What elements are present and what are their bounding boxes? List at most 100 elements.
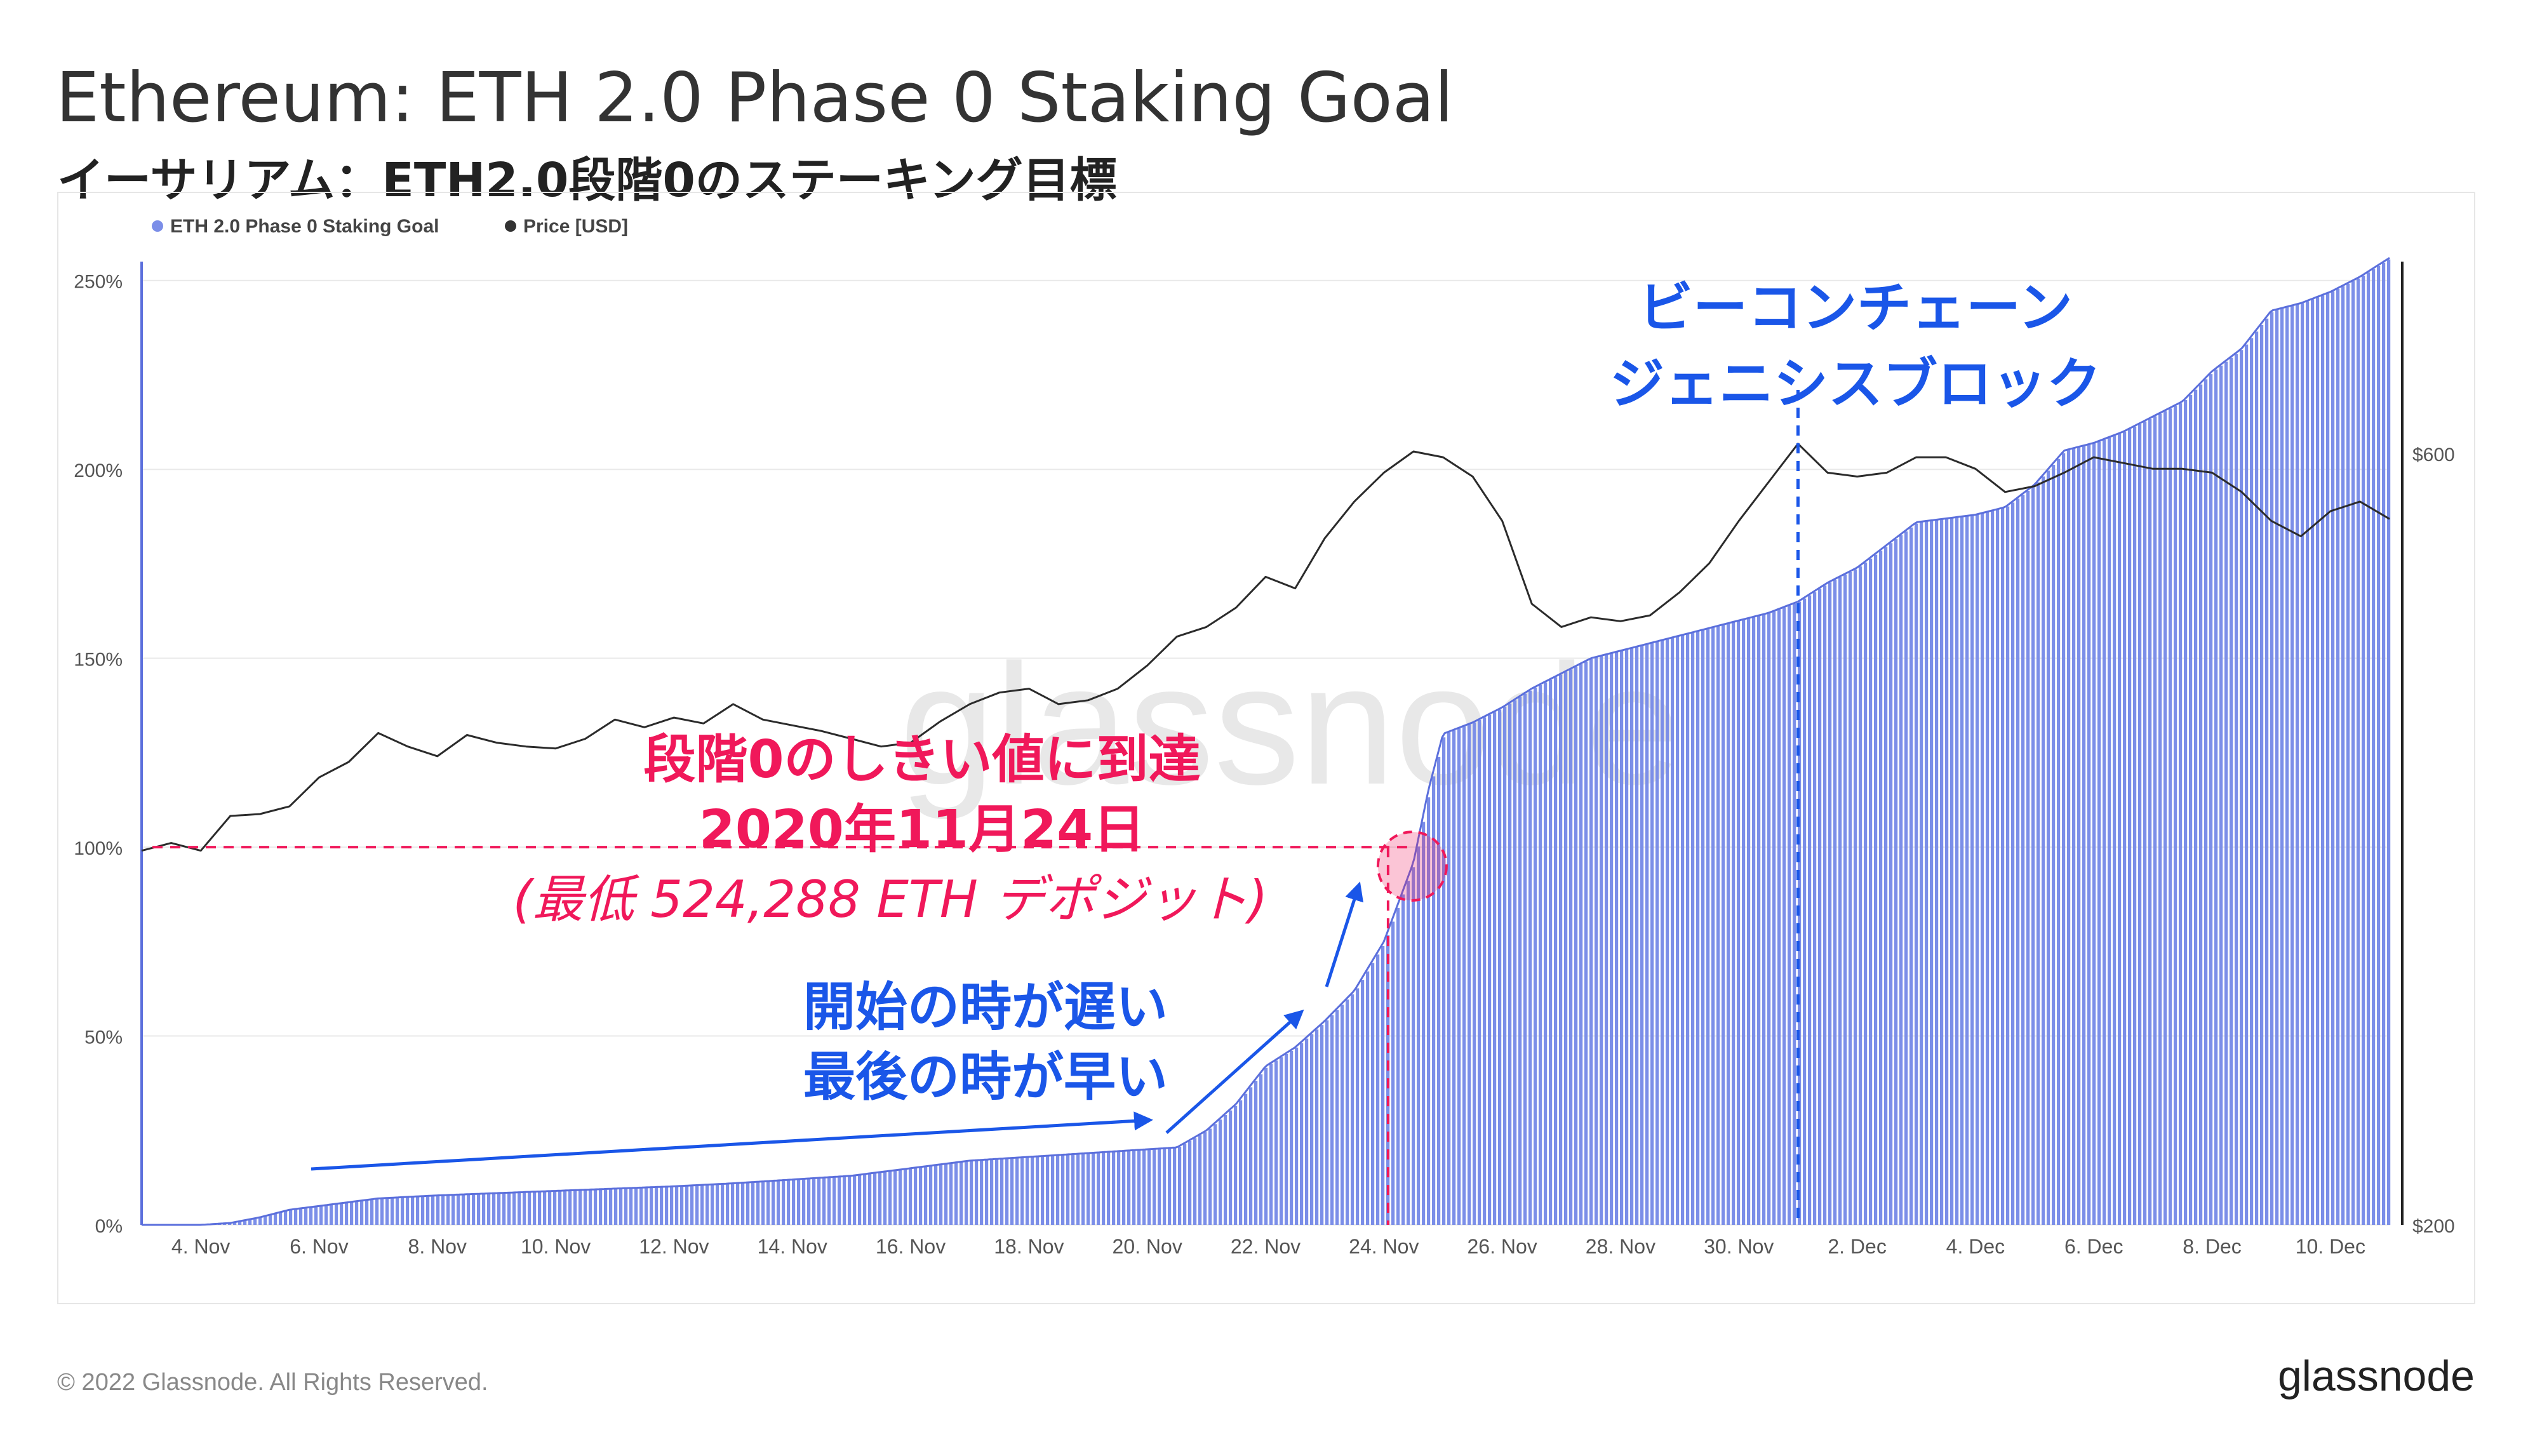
staking-goal-bar (375, 1198, 379, 1225)
staking-goal-bar (619, 1188, 623, 1225)
staking-goal-bar (1569, 669, 1573, 1225)
staking-goal-bar (2016, 498, 2020, 1225)
staking-goal-bar (269, 1215, 272, 1225)
staking-goal-bar (1193, 1138, 1197, 1225)
staking-goal-bar (1442, 737, 1446, 1225)
staking-goal-bar (1655, 641, 1659, 1225)
staking-goal-bar (1325, 1020, 1329, 1225)
staking-goal-bar (1574, 667, 1578, 1225)
staking-goal-bar (1422, 822, 1426, 1225)
staking-goal-bar (1097, 1152, 1100, 1225)
staking-goal-bar (1452, 730, 1456, 1225)
x-tick-label: 22. Nov (1231, 1235, 1301, 1258)
staking-goal-bar (518, 1192, 521, 1225)
staking-goal-bar (2148, 418, 2152, 1225)
staking-goal-bar (1930, 520, 1934, 1226)
staking-goal-bar (1401, 894, 1405, 1225)
staking-goal-bar (1645, 644, 1649, 1225)
staking-goal-bar (1976, 514, 1979, 1226)
staking-goal-bar (2072, 448, 2076, 1225)
staking-goal-bar (2245, 344, 2249, 1225)
staking-goal-bar (335, 1204, 338, 1225)
staking-goal-bar (487, 1193, 491, 1225)
staking-goal-bar (726, 1184, 730, 1225)
staking-goal-bar (2128, 429, 2132, 1225)
staking-goal-bar (614, 1188, 618, 1225)
staking-goal-bar (1894, 539, 1898, 1225)
staking-goal-bar (904, 1169, 907, 1225)
staking-goal-bar (411, 1196, 415, 1225)
staking-goal-bar (1737, 620, 1741, 1225)
staking-goal-bar (1539, 685, 1542, 1225)
staking-goal-bar (1432, 776, 1436, 1225)
staking-goal-bar (406, 1197, 410, 1225)
staking-goal-bar (965, 1161, 968, 1225)
staking-goal-bar (345, 1203, 349, 1225)
staking-goal-bar (848, 1176, 852, 1225)
staking-goal-bar (462, 1194, 465, 1225)
chart-panel: 0% 50% 100% 150% 200% 250% $200 $600 4. Nov 6. No… (57, 192, 2475, 1304)
staking-goal-bar (863, 1174, 867, 1225)
staking-goal-bar (264, 1216, 267, 1225)
staking-goal-bar (1081, 1153, 1085, 1225)
staking-goal-bar (1219, 1119, 1222, 1225)
staking-goal-bar (340, 1203, 344, 1225)
staking-goal-bar (655, 1187, 659, 1225)
staking-goal-bar (960, 1161, 963, 1225)
staking-goal-bar (939, 1165, 943, 1225)
staking-goal-bar (304, 1208, 308, 1225)
x-tick-label: 6. Dec (2064, 1235, 2123, 1258)
staking-goal-bar (1925, 521, 1929, 1226)
staking-goal-bar (680, 1186, 684, 1225)
staking-goal-bar (822, 1177, 826, 1225)
staking-goal-bar (492, 1193, 496, 1225)
staking-goal-bar (853, 1175, 857, 1225)
staking-goal-bar (746, 1182, 750, 1225)
staking-goal-bar (1351, 994, 1354, 1225)
pace-label-2: 最後の時が早い (803, 1047, 1168, 1107)
staking-goal-bar (1909, 527, 1913, 1225)
staking-goal-bar (436, 1195, 440, 1225)
staking-goal-bar (1600, 656, 1603, 1225)
staking-goal-bar (1015, 1158, 1019, 1225)
staking-goal-bar (1686, 634, 1690, 1225)
staking-goal-bar (1661, 640, 1664, 1225)
y-left-tick-label: 150% (74, 650, 123, 671)
staking-goal-bar (538, 1191, 542, 1225)
staking-goal-bar (1904, 531, 1908, 1226)
staking-goal-bar (1087, 1153, 1090, 1225)
staking-goal-bar (1315, 1029, 1319, 1225)
staking-goal-bar (1676, 636, 1680, 1225)
staking-goal-bar (1147, 1149, 1151, 1225)
staking-goal-bar (1183, 1144, 1187, 1225)
staking-goal-bar (1366, 971, 1370, 1225)
staking-goal-bar (1361, 980, 1365, 1225)
staking-goal-bar (761, 1181, 765, 1225)
staking-goal-bar (370, 1199, 374, 1225)
staking-goal-bar (1391, 921, 1395, 1225)
staking-goal-bar (1742, 619, 1746, 1225)
staking-goal-bar (1137, 1150, 1141, 1225)
staking-goal-bar (1615, 652, 1619, 1225)
staking-goal-bar (1803, 598, 1807, 1225)
staking-goal-bar (2179, 403, 2183, 1225)
staking-goal-bar (401, 1197, 405, 1225)
staking-goal-bar (548, 1191, 552, 1225)
staking-goal-bar (985, 1159, 989, 1225)
staking-goal-bar (2316, 297, 2320, 1226)
staking-goal-bar (2214, 369, 2218, 1225)
staking-goal-bar (482, 1193, 486, 1225)
staking-goal-bar (2331, 291, 2335, 1225)
staking-goal-bar (2362, 276, 2365, 1225)
staking-goal-bar (330, 1205, 333, 1225)
beacon-label-2: ジェニシスブロック (1610, 352, 2101, 416)
staking-goal-bar (1828, 582, 1832, 1225)
staking-goal-bar (1300, 1043, 1304, 1225)
staking-goal-bar (1782, 607, 1786, 1225)
staking-goal-bar (1584, 661, 1588, 1225)
staking-goal-bar (1153, 1149, 1156, 1225)
staking-goal-bar (1757, 615, 1761, 1225)
staking-goal-bar (299, 1208, 303, 1225)
staking-goal-bar (1488, 714, 1492, 1225)
staking-goal-bar (1955, 517, 1959, 1225)
